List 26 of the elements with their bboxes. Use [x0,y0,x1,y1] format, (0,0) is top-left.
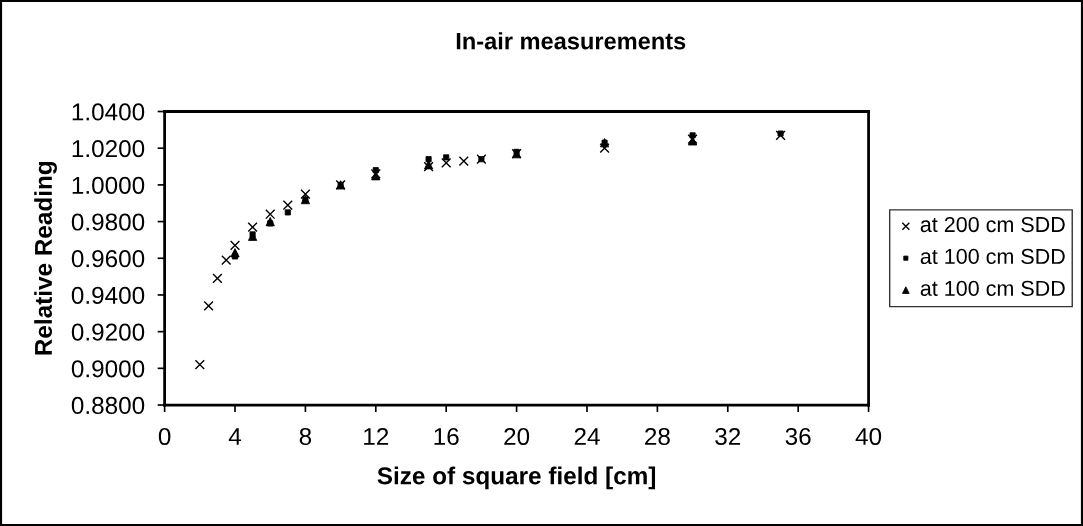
x-tick-label: 32 [715,427,741,446]
y-tick-label: 1.0000 [72,176,145,194]
x-tick-label: 36 [785,427,811,446]
x-tick-label: 28 [645,427,670,446]
y-tick-label: 1.0200 [72,140,145,158]
y-tick-label: 0.9600 [71,250,145,268]
y-tick-label: 0.9800 [71,213,145,231]
x-tick-label: 16 [434,427,459,446]
y-axis-title: Relative Reading [34,161,57,355]
y-tick-label: 1.0400 [72,103,145,121]
y-tick-label: 0.9000 [71,360,145,378]
x-tick-label: 8 [299,427,312,446]
x-tick-label: 20 [504,427,530,446]
x-tick-label: 24 [574,427,600,445]
x-axis-title: Size of square field [cm] [377,466,656,490]
legend-label: at 100 cm SDD [920,280,1065,296]
x-tick-label: 0 [158,427,171,446]
y-tick-label: 0.8800 [71,396,145,415]
y-tick-label: 0.9400 [71,286,145,304]
chart-title: In-air measurements [456,32,686,50]
legend-label: at 200 cm SDD [920,216,1065,233]
y-tick-label: 0.9200 [71,323,145,341]
x-tick-label: 4 [228,428,242,445]
x-tick-label: 12 [364,427,389,445]
legend-label: at 100 cm SDD [920,248,1065,265]
x-tick-label: 40 [855,427,882,446]
